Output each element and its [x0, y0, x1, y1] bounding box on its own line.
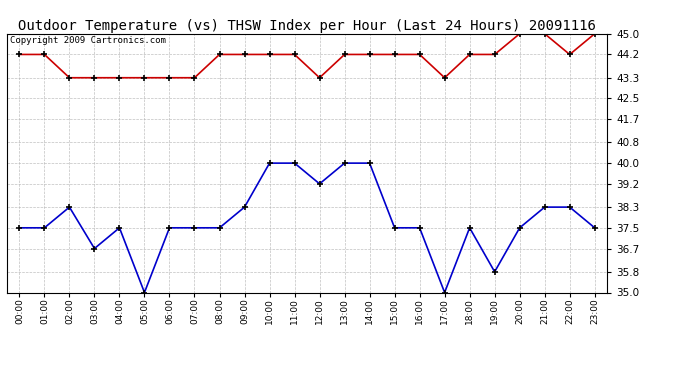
Title: Outdoor Temperature (vs) THSW Index per Hour (Last 24 Hours) 20091116: Outdoor Temperature (vs) THSW Index per …	[18, 19, 596, 33]
Text: Copyright 2009 Cartronics.com: Copyright 2009 Cartronics.com	[10, 36, 166, 45]
